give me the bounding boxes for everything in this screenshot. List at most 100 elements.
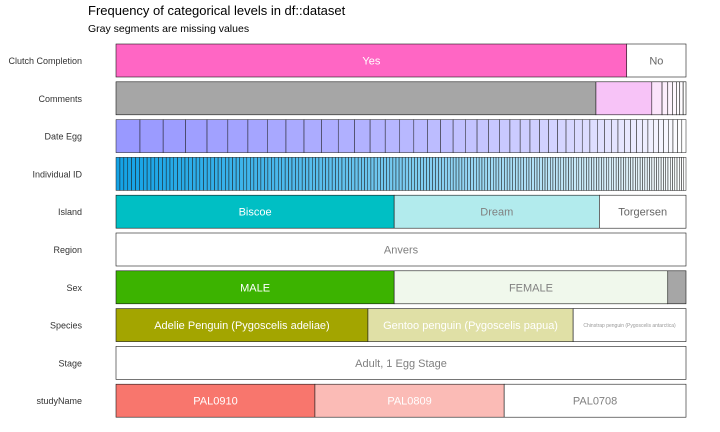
bar-segment bbox=[217, 157, 222, 191]
bar-segment bbox=[455, 157, 460, 191]
bar-segment bbox=[199, 157, 204, 191]
bar-segment bbox=[123, 157, 129, 191]
bar-segment bbox=[335, 157, 339, 191]
bar-segment bbox=[656, 157, 660, 191]
bar-segment bbox=[115, 157, 121, 191]
bar-segment bbox=[679, 157, 682, 191]
bar-segment bbox=[560, 157, 564, 191]
bar-segment bbox=[165, 157, 171, 191]
bar-segment bbox=[681, 157, 685, 191]
bar-segment bbox=[512, 157, 516, 191]
bar-segment bbox=[555, 157, 559, 191]
bar-segment bbox=[284, 157, 289, 191]
bar-segment bbox=[570, 157, 574, 191]
bar-segment bbox=[639, 157, 643, 191]
row-label: studyName bbox=[36, 396, 82, 406]
bar-segment bbox=[683, 157, 687, 191]
bar-segment bbox=[613, 157, 617, 191]
bar-segment bbox=[465, 119, 478, 153]
row-label: Comments bbox=[38, 94, 82, 104]
bar-segment bbox=[188, 157, 193, 191]
bar-segment bbox=[271, 157, 276, 191]
bar-segment bbox=[131, 157, 136, 191]
bar-segment bbox=[611, 119, 619, 153]
chart-row: Individual ID bbox=[32, 157, 687, 191]
bar-segment bbox=[568, 157, 572, 191]
bar-segment bbox=[357, 157, 362, 191]
bar-segment bbox=[651, 81, 663, 116]
bar-segment bbox=[408, 157, 412, 191]
bar-segment bbox=[672, 119, 678, 153]
bar-segment bbox=[509, 119, 521, 153]
bar-segment bbox=[658, 157, 662, 191]
bar-segment bbox=[490, 157, 494, 191]
bar-segment bbox=[476, 119, 489, 153]
bar-segment bbox=[581, 157, 585, 191]
bar-segment bbox=[115, 308, 369, 342]
bar-segment bbox=[206, 119, 229, 153]
bar-segment bbox=[461, 157, 466, 191]
bar-segment bbox=[314, 383, 505, 418]
bar-segment bbox=[115, 194, 395, 229]
bar-segment bbox=[380, 157, 384, 191]
bar-segment bbox=[417, 157, 421, 191]
bar-segment bbox=[127, 157, 132, 191]
bar-segment bbox=[620, 157, 624, 191]
bar-segment bbox=[670, 157, 673, 191]
bar-segment bbox=[557, 157, 562, 191]
bar-segment bbox=[228, 157, 233, 191]
bar-segment bbox=[606, 157, 610, 191]
bar-segment bbox=[367, 308, 574, 342]
chart-row: Region Anvers bbox=[53, 232, 687, 267]
bar-segment bbox=[667, 157, 671, 191]
bar-segment bbox=[503, 383, 687, 418]
bar-segment bbox=[653, 119, 659, 153]
bar-segment bbox=[452, 119, 466, 153]
bar-segment bbox=[288, 157, 293, 191]
bar-segment bbox=[484, 157, 488, 191]
segment-label: Gentoo penguin (Pygoscelis papua) bbox=[383, 320, 558, 332]
bar-segment bbox=[593, 157, 597, 191]
bar-segment bbox=[295, 157, 300, 191]
bar-segment bbox=[354, 119, 371, 153]
bar-segment bbox=[423, 157, 427, 191]
bar-segment bbox=[162, 157, 167, 191]
bar-segment bbox=[246, 157, 251, 191]
bar-segment bbox=[576, 157, 580, 191]
bar-segment bbox=[447, 157, 451, 191]
bar-segment bbox=[478, 157, 483, 191]
bar-segment bbox=[599, 194, 687, 229]
bar-segment bbox=[210, 157, 215, 191]
bar-segment bbox=[676, 157, 680, 191]
bar-segment bbox=[501, 157, 505, 191]
bar-segment bbox=[495, 157, 500, 191]
bar-segment bbox=[642, 119, 649, 153]
bar-segment bbox=[301, 157, 306, 191]
bar-segment bbox=[467, 157, 471, 191]
bar-segment bbox=[154, 157, 159, 191]
bar-segment bbox=[150, 157, 156, 191]
bar-segment bbox=[181, 157, 186, 191]
bar-segment bbox=[367, 157, 372, 191]
bar-segment bbox=[635, 157, 639, 191]
bar-segment bbox=[247, 119, 268, 153]
bar-segment bbox=[601, 157, 605, 191]
bar-segment bbox=[661, 81, 669, 116]
bar-segment bbox=[681, 119, 687, 153]
bar-segment bbox=[328, 157, 333, 191]
bar-segment bbox=[143, 157, 148, 191]
bar-segment bbox=[646, 157, 650, 191]
bar-segment bbox=[404, 157, 409, 191]
bar-segment bbox=[139, 157, 144, 191]
bar-segment bbox=[552, 157, 556, 191]
bar-segment bbox=[598, 157, 602, 191]
bar-segment bbox=[322, 157, 326, 191]
bar-segment bbox=[658, 119, 664, 153]
bar-segment bbox=[630, 157, 634, 191]
bar-segment bbox=[441, 157, 445, 191]
bar-segment bbox=[589, 119, 598, 153]
bar-segment bbox=[337, 119, 355, 153]
bar-segment bbox=[464, 157, 468, 191]
bar-segment bbox=[647, 119, 654, 153]
bar-segment bbox=[369, 119, 386, 153]
